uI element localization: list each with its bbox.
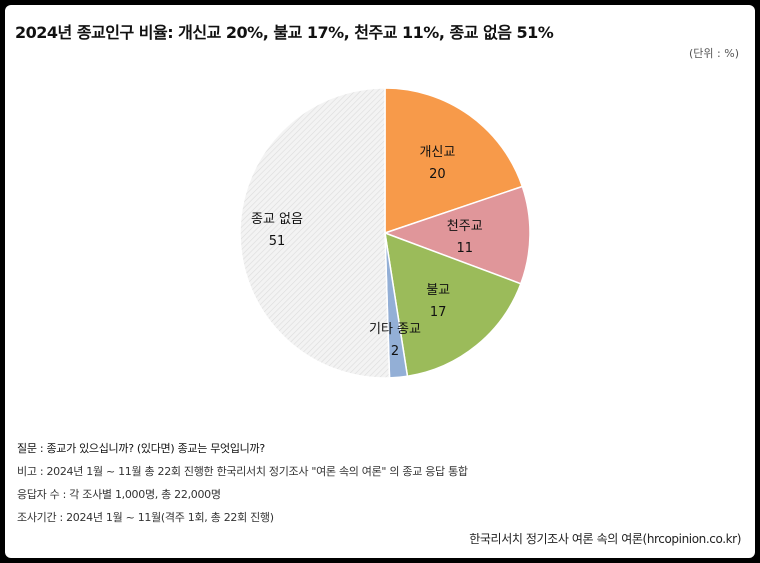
slice-label-no-religion: 종교 없음 bbox=[251, 212, 303, 227]
slice-label-other-religion: 기타 종교 bbox=[369, 322, 421, 337]
note-question: 질문 : 종교가 있으십니까? (있다면) 종교는 무엇입니까? bbox=[17, 442, 265, 455]
pie-chart: 개신교 20 천주교 11 불교 17 기타 종교 2 종교 없음 51 bbox=[239, 87, 531, 379]
slice-value-buddhist: 17 bbox=[430, 305, 447, 320]
slice-value-other-religion: 2 bbox=[391, 344, 399, 359]
slice-label-catholic: 천주교 bbox=[447, 219, 483, 234]
slice-value-catholic: 11 bbox=[456, 241, 473, 256]
chart-title: 2024년 종교인구 비율: 개신교 20%, 불교 17%, 천주교 11%,… bbox=[15, 23, 554, 42]
slice-value-no-religion: 51 bbox=[269, 234, 286, 249]
source-credit: 한국리서치 정기조사 여론 속의 여론(hrcopinion.co.kr) bbox=[469, 532, 741, 546]
slice-label-protestant: 개신교 bbox=[419, 145, 455, 160]
note-remark: 비고 : 2024년 1월 ~ 11월 총 22회 진행한 한국리서치 정기조사… bbox=[17, 465, 468, 478]
pie-slice-protestant bbox=[384, 87, 524, 235]
chart-card: 2024년 종교인구 비율: 개신교 20%, 불교 17%, 천주교 11%,… bbox=[5, 5, 755, 558]
slice-value-protestant: 20 bbox=[429, 167, 446, 182]
notes: 질문 : 종교가 있으십니까? (있다면) 종교는 무엇입니까? 비고 : 20… bbox=[17, 441, 468, 533]
note-period: 조사기간 : 2024년 1월 ~ 11월(격주 1회, 총 22회 진행) bbox=[17, 511, 274, 524]
note-respondents: 응답자 수 : 각 조사별 1,000명, 총 22,000명 bbox=[17, 488, 221, 501]
pie-slice-buddhist bbox=[384, 231, 522, 378]
pie-slice-catholic bbox=[382, 185, 531, 285]
unit-label: (단위 : %) bbox=[689, 47, 739, 60]
pie-slice-no-religion bbox=[239, 87, 391, 379]
slice-label-buddhist: 불교 bbox=[426, 283, 450, 298]
